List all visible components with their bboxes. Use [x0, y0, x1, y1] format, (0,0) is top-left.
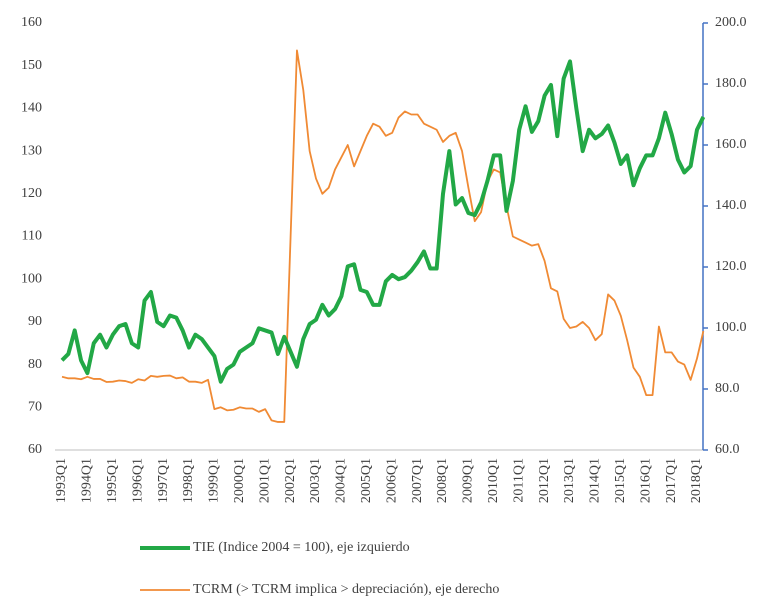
y2-tick-label: 180.0	[715, 76, 747, 91]
y2-tick-label: 120.0	[715, 259, 747, 274]
x-tick-label: 2001Q1	[257, 458, 272, 503]
x-tick-label: 2008Q1	[435, 458, 450, 503]
x-tick-label: 2011Q1	[511, 458, 526, 503]
y-tick-label: 160	[21, 15, 42, 30]
y2-tick-label: 200.0	[715, 15, 747, 30]
y-tick-label: 140	[21, 101, 42, 116]
y-tick-label: 150	[21, 58, 42, 73]
x-tick-label: 1997Q1	[156, 458, 171, 503]
y-tick-label: 90	[28, 314, 42, 329]
legend-label: TIE (Indice 2004 = 100), eje izquierdo	[193, 540, 410, 555]
y-tick-label: 80	[28, 357, 42, 372]
x-tick-label: 1994Q1	[80, 458, 95, 503]
x-tick-label: 1995Q1	[105, 458, 120, 503]
y-tick-label: 100	[21, 271, 42, 286]
x-tick-label: 1993Q1	[54, 458, 69, 503]
x-tick-label: 2016Q1	[638, 458, 653, 503]
x-tick-label: 2007Q1	[410, 458, 425, 503]
y-tick-label: 130	[21, 143, 42, 158]
y-tick-label: 70	[28, 400, 42, 415]
series-line	[60, 59, 706, 384]
y2-tick-label: 140.0	[715, 198, 747, 213]
x-tick-label: 2014Q1	[588, 458, 603, 503]
x-tick-label: 1998Q1	[181, 458, 196, 503]
y-tick-label: 110	[22, 229, 42, 244]
y-tick-label: 120	[21, 186, 42, 201]
x-tick-label: 2017Q1	[664, 458, 679, 503]
y2-tick-label: 160.0	[715, 137, 747, 152]
series-line	[61, 49, 705, 423]
x-tick-label: 2003Q1	[308, 458, 323, 503]
x-tick-label: 2005Q1	[359, 458, 374, 503]
x-tick-label: 1996Q1	[130, 458, 145, 503]
x-tick-label: 1999Q1	[207, 458, 222, 503]
x-tick-label: 2009Q1	[461, 458, 476, 503]
x-tick-label: 2013Q1	[562, 458, 577, 503]
y-tick-label: 60	[28, 442, 42, 457]
y2-tick-label: 60.0	[715, 442, 740, 457]
x-tick-label: 2006Q1	[384, 458, 399, 503]
legend-label: TCRM (> TCRM implica > depreciación), ej…	[193, 582, 499, 597]
x-tick-label: 2010Q1	[486, 458, 501, 503]
x-tick-label: 2015Q1	[613, 458, 628, 503]
x-tick-label: 2002Q1	[283, 458, 298, 503]
x-tick-label: 2012Q1	[537, 458, 552, 503]
x-tick-label: 2000Q1	[232, 458, 247, 503]
y2-tick-label: 100.0	[715, 320, 747, 335]
x-tick-label: 2018Q1	[689, 458, 704, 503]
x-tick-label: 2004Q1	[334, 458, 349, 503]
y2-tick-label: 80.0	[715, 381, 740, 396]
